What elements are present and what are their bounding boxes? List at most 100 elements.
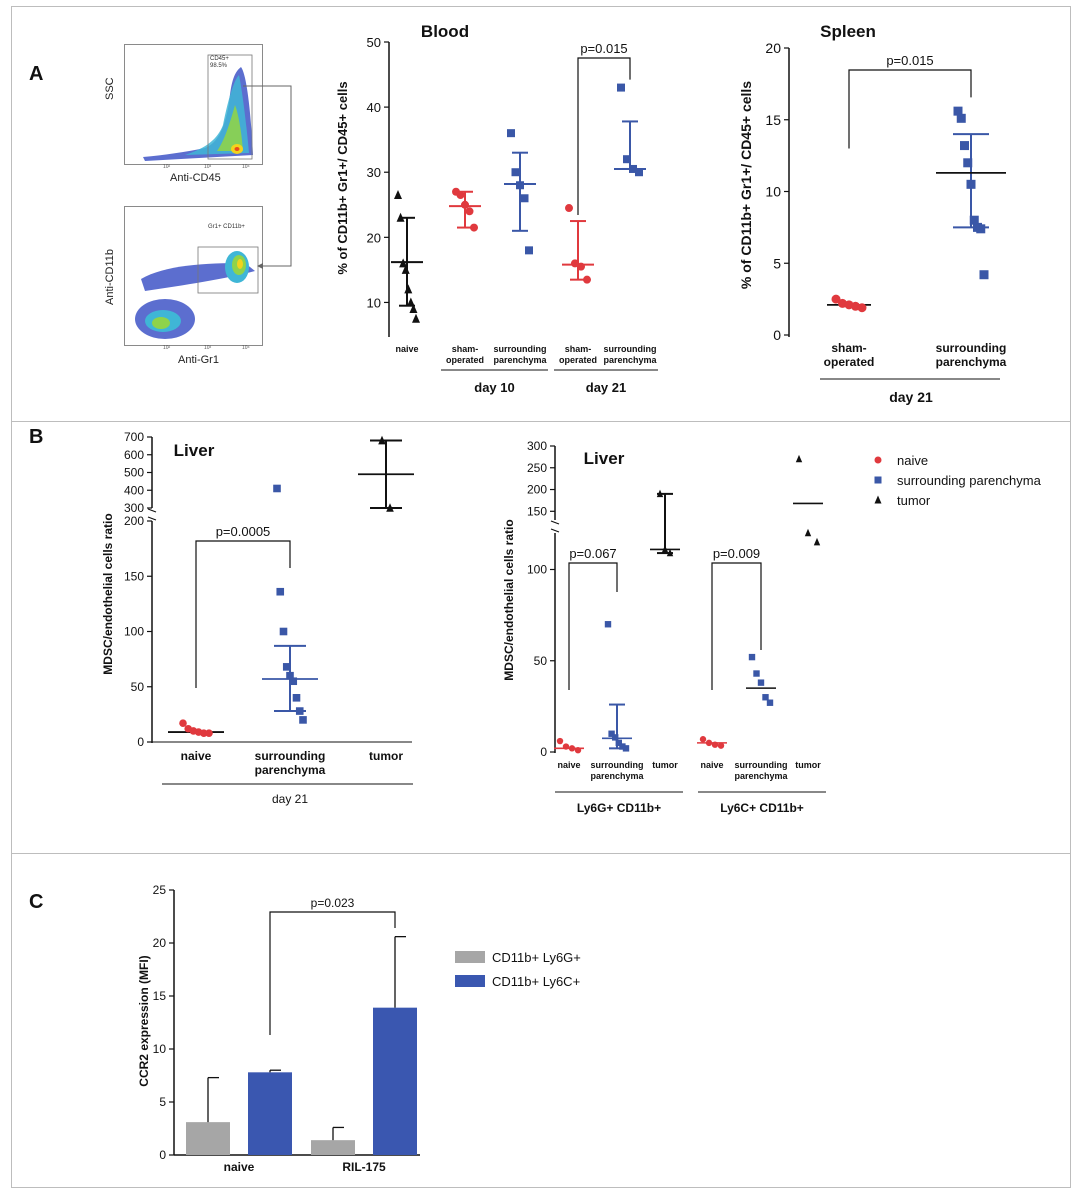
x-tick-label: surrounding	[604, 344, 657, 354]
data-point	[956, 113, 966, 123]
y-tick-label: 700	[124, 430, 144, 444]
x-tick-label: naive	[395, 344, 418, 354]
spleen-chart: Spleen % of CD11b+ Gr1+/ CD45+ cells 0 5 10 1…	[738, 22, 1007, 405]
data-point	[795, 454, 803, 463]
y-axis-label: % of CD11b+ Gr1+/ CD45+ cells	[335, 81, 350, 274]
p-value-label: p=0.015	[886, 53, 933, 68]
y-tick-label: 100	[124, 625, 144, 639]
axis-break	[550, 520, 560, 525]
significance-bracket	[568, 562, 618, 690]
data-point	[656, 489, 664, 498]
flow-gate-arrow	[243, 85, 292, 269]
x-tick-label: operated	[559, 355, 597, 365]
chart-title: Liver	[584, 449, 625, 468]
y-tick-label: 20	[153, 936, 167, 950]
data-point	[292, 694, 301, 702]
p-value-label: p=0.023	[311, 896, 355, 910]
data-point	[577, 262, 585, 271]
data-point	[406, 297, 415, 307]
bar	[248, 1072, 292, 1155]
flow-plot-2-area	[124, 206, 263, 346]
data-point	[966, 179, 976, 189]
data-point	[874, 495, 882, 504]
data-point	[635, 168, 643, 177]
flow-gate-cd45-label: CD45+ 98.5%	[210, 56, 229, 70]
data-point	[969, 215, 979, 225]
bar	[311, 1140, 355, 1155]
legend-label: CD11b+ Ly6G+	[492, 950, 581, 965]
y-tick-label: 50	[534, 654, 548, 668]
divider-a-b	[11, 421, 1071, 422]
data-point	[622, 745, 630, 752]
flow-gate-cd45-name: CD45+	[210, 56, 229, 62]
significance-bracket	[848, 69, 972, 149]
panel-label-c: C	[29, 891, 44, 913]
panel-label-b: B	[29, 426, 44, 448]
data-point	[511, 168, 520, 177]
y-tick-label: 150	[124, 569, 144, 583]
p-value-label: p=0.0005	[216, 524, 271, 539]
data-point	[857, 303, 867, 313]
data-point	[562, 743, 570, 750]
data-point	[289, 677, 298, 686]
data-point	[520, 194, 529, 203]
x-tick-label: tumor	[652, 760, 678, 770]
p-value-label: p=0.015	[580, 41, 627, 56]
data-point	[470, 223, 478, 232]
axis-break	[550, 528, 560, 533]
data-point	[717, 742, 725, 749]
flow-tick: 10³	[204, 164, 212, 170]
liver-ratio-chart: Liver MDSC/endothelial cells ratio 0 50 100 1…	[101, 430, 414, 806]
data-point	[378, 435, 386, 445]
data-point	[574, 746, 582, 754]
data-point	[608, 730, 615, 737]
data-point	[711, 741, 719, 748]
data-point	[273, 484, 281, 493]
data-point	[399, 258, 408, 268]
data-point	[623, 155, 631, 164]
data-point	[282, 663, 291, 671]
data-point	[960, 141, 969, 151]
significance-bracket	[195, 540, 291, 688]
y-tick-label: 25	[153, 883, 167, 897]
data-point	[299, 716, 307, 724]
flow-gate-cd45-pct: 98.5%	[210, 63, 228, 70]
legend-label: tumor	[897, 493, 931, 508]
x-tick-label: surrounding	[494, 344, 547, 354]
flow-plot-1-density	[143, 54, 253, 161]
y-axis-label: % of CD11b+ Gr1+/ CD45+ cells	[738, 81, 754, 289]
data-point	[874, 456, 882, 464]
data-point	[295, 707, 304, 715]
y-tick-label: 300	[527, 439, 547, 453]
data-point	[412, 313, 420, 323]
y-tick-label: 0	[137, 735, 144, 749]
data-point	[757, 679, 765, 686]
data-point	[396, 212, 405, 222]
y-tick-label: 10	[765, 184, 781, 200]
flow-gate-gr1-label: Gr1+ CD11b+	[208, 224, 245, 230]
x-tick-label: sham-	[452, 344, 479, 354]
x-tick-label: naive	[557, 760, 580, 770]
y-axis-label: MDSC/endothelial cells ratio	[502, 519, 516, 680]
y-tick-label: 40	[367, 100, 381, 115]
flow-plot-2-density	[135, 246, 259, 339]
timepoint-label: day 21	[272, 792, 308, 806]
x-tick-label: parenchyma	[255, 763, 326, 777]
data-point	[831, 294, 841, 304]
y-tick-label: 300	[124, 501, 144, 515]
significance-bracket	[269, 911, 396, 1035]
x-tick-label: surrounding	[735, 760, 788, 770]
x-tick-label: tumor	[369, 749, 403, 763]
x-tick-label: parenchyma	[590, 771, 644, 781]
data-point	[748, 653, 756, 661]
data-point	[404, 284, 413, 294]
flow-plot-1-area	[124, 44, 263, 165]
flow-tick: 10⁴	[242, 164, 250, 170]
y-tick-label: 0	[540, 745, 547, 759]
flow-tick: 10²	[163, 164, 171, 170]
x-tick-label: parenchyma	[603, 355, 657, 365]
figure-frame	[11, 6, 1071, 1188]
axis-break	[147, 508, 157, 513]
y-tick-label: 20	[765, 40, 781, 56]
